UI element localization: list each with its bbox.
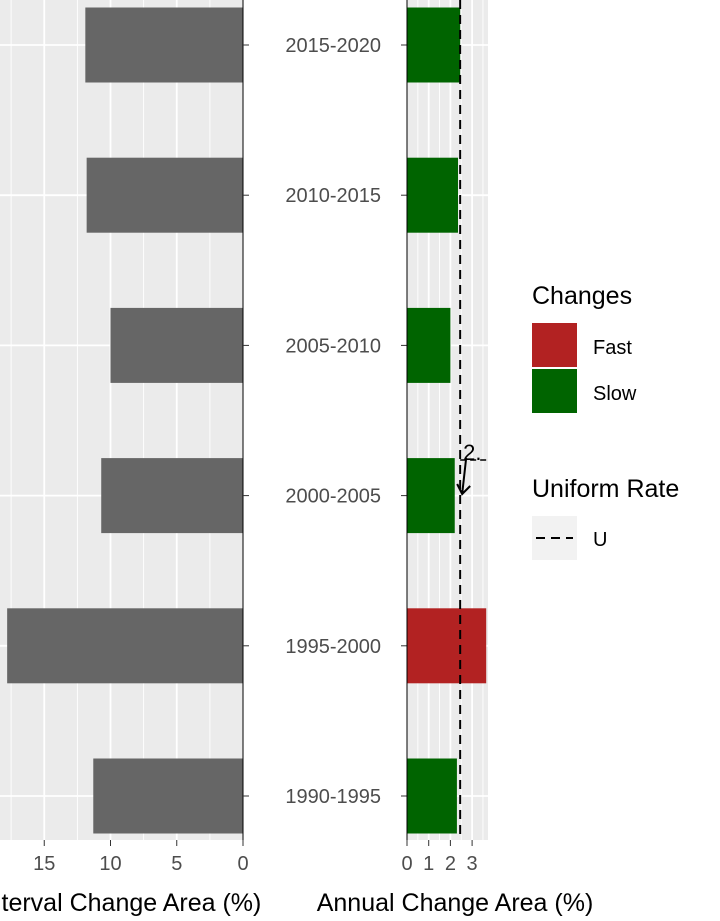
category-label: 2015-2020 [285, 35, 381, 57]
legend-label-fast: Fast [593, 337, 632, 359]
left-bar-1995-2000 [7, 608, 244, 684]
interval-change-panel: 15 10 5 0 Interval Change Area (%) [0, 0, 261, 917]
left-tick-label: 10 [99, 853, 121, 875]
category-label: 2005-2010 [285, 335, 381, 357]
left-tick-label: 0 [237, 853, 248, 875]
right-panel-background [407, 0, 488, 840]
left-bar-2015-2020 [85, 7, 243, 83]
legend-changes-title: Changes [532, 282, 632, 310]
annotation-arrow [456, 457, 471, 496]
right-bar-2000-2005 [407, 458, 455, 534]
legend-key-fast [532, 323, 577, 367]
right-bar-1995-2000 [407, 608, 487, 684]
legend-key-slow [532, 369, 577, 413]
right-tick-label: 0 [401, 853, 412, 875]
left-x-ticks: 15 10 5 0 [33, 840, 249, 875]
right-x-axis-title: Annual Change Area (%) [317, 889, 594, 917]
legend-label-slow: Slow [593, 383, 637, 405]
right-bar-1990-1995 [407, 758, 457, 834]
left-bars [7, 7, 244, 834]
right-tick-label: 1 [423, 853, 434, 875]
left-tick-label: 5 [171, 853, 182, 875]
right-tick-label: 2 [445, 853, 456, 875]
left-tick-label: 15 [33, 853, 55, 875]
category-label: 1990-1995 [285, 786, 381, 808]
left-bar-1990-1995 [93, 758, 244, 834]
annotation-label: 2. [463, 440, 481, 465]
category-label: 2000-2005 [285, 486, 381, 508]
category-labels: 1990-1995 1995-2000 2000-2005 2005-2010 2010… [243, 35, 407, 808]
legend: Changes Fast Slow Uniform Rate U [532, 282, 679, 560]
right-bars [407, 7, 487, 834]
left-bar-2005-2010 [110, 307, 243, 383]
right-tick-label: 3 [467, 853, 478, 875]
category-label: 2010-2015 [285, 185, 381, 207]
legend-label-uniform: U [593, 529, 607, 551]
legend-uniform-title: Uniform Rate [532, 475, 679, 503]
right-bar-2005-2010 [407, 307, 451, 383]
category-label: 1995-2000 [285, 636, 381, 658]
left-x-axis-title: Interval Change Area (%) [0, 889, 261, 917]
left-panel-background [0, 0, 243, 840]
uniform-rate-annotation: 2. [456, 440, 490, 496]
left-bar-2010-2015 [86, 157, 244, 233]
right-bar-2010-2015 [407, 157, 458, 233]
right-bar-2015-2020 [407, 7, 461, 83]
left-bar-2000-2005 [101, 458, 243, 534]
